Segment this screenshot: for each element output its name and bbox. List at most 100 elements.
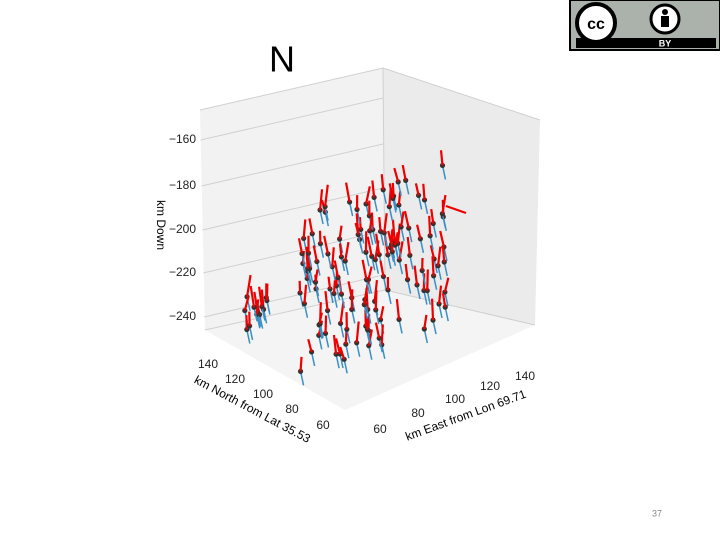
east-tick-label: 60 [373, 422, 387, 436]
displacement-red [319, 302, 322, 324]
z-tick-label: −240 [169, 309, 196, 323]
grid-line [202, 187, 384, 231]
displacement-red [323, 184, 329, 207]
back-left-pane [200, 68, 385, 330]
displacement-red [314, 269, 319, 283]
grid-line [203, 230, 384, 274]
displacement-red [387, 230, 393, 245]
displacement-red [258, 286, 263, 307]
displacement-red [371, 180, 376, 198]
displacement-red [428, 215, 432, 236]
displacement-red [413, 265, 419, 286]
displacement-red [378, 217, 382, 232]
displacement-red [426, 269, 429, 291]
cc-badge: cc BY [569, 0, 720, 51]
displacement-red [401, 164, 407, 181]
displacement-red [406, 236, 411, 256]
displacement-red [380, 174, 385, 190]
displacement-red [380, 324, 384, 345]
z-tick-label: −200 [169, 222, 196, 236]
displacement-red [430, 298, 435, 321]
displacement-red [443, 277, 450, 293]
north-tick-label: 100 [253, 387, 273, 401]
displacement-red [355, 321, 360, 343]
z-tick-label: −160 [169, 132, 196, 146]
page-number: 37 [652, 508, 662, 518]
displacement-red [422, 183, 426, 201]
displacement-red [395, 299, 401, 320]
displacement-red [344, 182, 351, 203]
displacement-red [363, 291, 368, 305]
displacement-red [445, 204, 467, 215]
displacement-red [388, 187, 392, 207]
displacement-red [416, 224, 422, 240]
displacement-red [308, 218, 314, 234]
displacement-red [393, 167, 400, 183]
displacement-red [436, 246, 442, 266]
displacement-red [364, 186, 371, 205]
displacement-red [374, 290, 378, 310]
displacement-red [327, 276, 332, 290]
displacement-red [302, 219, 307, 239]
displacement-red [332, 280, 336, 294]
east-tick-label: 140 [515, 369, 535, 383]
displacement-red [441, 246, 446, 263]
displacement-red [374, 240, 380, 260]
displacement-red [403, 210, 410, 229]
displacement-red [323, 235, 330, 255]
grid-line [200, 97, 384, 141]
slide-title: N [269, 39, 295, 80]
north-tick-label: 140 [198, 357, 218, 371]
displacement-red [379, 260, 385, 277]
displacement-red [414, 183, 420, 196]
grid-line [201, 143, 384, 187]
grid [200, 97, 384, 318]
displacement-red [249, 285, 256, 308]
displacement-red [391, 219, 396, 242]
cc-icon [575, 2, 617, 44]
displacement-red [437, 285, 443, 305]
north-tick-label: 80 [285, 402, 299, 416]
cc-text: cc [587, 16, 605, 33]
displacement-red [367, 266, 373, 280]
z-tick-label: −220 [169, 265, 196, 279]
displacement-red [303, 284, 308, 304]
displacement-red [367, 329, 373, 346]
displacement-red [379, 306, 385, 320]
displacement-red [297, 238, 304, 254]
displacement-red [243, 296, 250, 311]
displacement-red [439, 150, 444, 166]
displacement-red [393, 231, 399, 246]
displacement-red [245, 274, 252, 297]
displacement-red [368, 216, 374, 231]
displacement-red [374, 322, 381, 339]
plot-box [199, 67, 541, 410]
displacement-red [318, 189, 324, 211]
east-tick-label: 80 [411, 406, 425, 420]
displacement-red [344, 241, 350, 262]
displacement-red [398, 241, 404, 261]
displacement-red [333, 260, 340, 278]
by-body [661, 16, 669, 27]
displacement-red [441, 293, 447, 308]
badge-bar [576, 38, 716, 48]
north-tick-label: 120 [225, 372, 245, 386]
displacement-red [255, 299, 260, 315]
north-tick-label: 60 [316, 418, 330, 432]
displacement-red [400, 211, 405, 228]
displacement-red [441, 194, 447, 214]
displacement-red [305, 246, 309, 269]
arrows [242, 150, 467, 386]
displacement-red [423, 314, 428, 330]
displacement-red [361, 259, 368, 280]
displacement-red [431, 256, 435, 276]
east-tick-label: 100 [445, 392, 465, 406]
displacement-red [324, 291, 329, 311]
displacement-red [338, 225, 343, 240]
displacement-red [324, 315, 328, 334]
displacement-red [339, 301, 345, 324]
displacement-red [404, 263, 409, 280]
badge-label: BY [659, 38, 672, 48]
